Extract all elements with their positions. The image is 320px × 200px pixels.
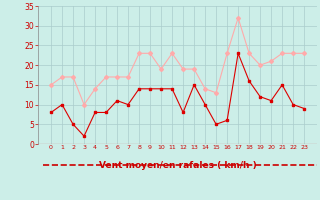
X-axis label: Vent moyen/en rafales ( km/h ): Vent moyen/en rafales ( km/h ) (99, 161, 256, 170)
